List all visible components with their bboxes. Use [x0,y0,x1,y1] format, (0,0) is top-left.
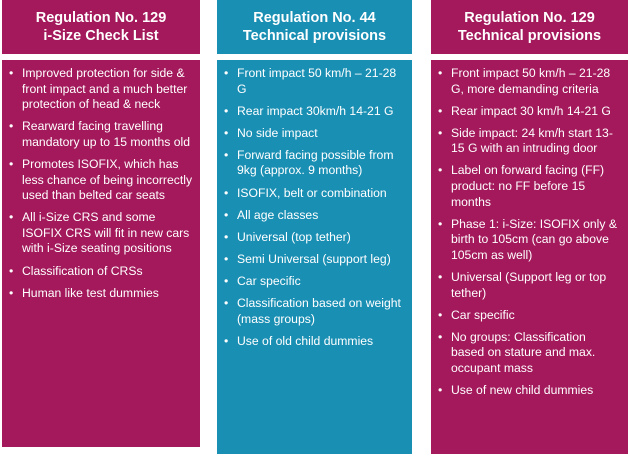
list-item: Front impact 50 km/h – 21-28 G, more dem… [438,66,622,97]
list-item: Classification of CRSs [9,264,194,280]
list-item: All age classes [224,208,406,224]
column-title-line2: Technical provisions [242,28,387,44]
list-item: No side impact [224,126,406,142]
list-item: Universal (Support leg or top tether) [438,270,622,301]
column-body: Improved protection for side & front imp… [2,60,200,447]
list-item: ISOFIX, belt or combination [224,186,406,202]
list-item: Classification based on weight (mass gro… [224,296,406,327]
column-r129-checklist: Regulation No. 129 i-Size Check List Imp… [2,0,200,460]
list-item: Promotes ISOFIX, which has less chance o… [9,157,194,204]
column-header: Regulation No. 129 i-Size Check List [2,0,200,54]
bullet-list: Improved protection for side & front imp… [2,66,200,301]
column-body: Front impact 50 km/h – 21-28 G, more dem… [431,60,628,454]
column-title-line1: Regulation No. 44 [253,10,376,26]
list-item: No groups: Classification based on statu… [438,330,622,377]
list-item: Label on forward facing (FF) product: no… [438,163,622,210]
column-header: Regulation No. 129 Technical provisions [431,0,628,54]
list-item: All i-Size CRS and some ISOFIX CRS will … [9,210,194,257]
list-item: Phase 1: i-Size: ISOFIX only & birth to … [438,217,622,264]
column-title-line1: Regulation No. 129 [464,10,595,26]
list-item: Front impact 50 km/h – 21-28 G [224,66,406,97]
list-item: Universal (top tether) [224,230,406,246]
list-item: Car specific [438,308,622,324]
list-item: Semi Universal (support leg) [224,252,406,268]
column-body: Front impact 50 km/h – 21-28 G Rear impa… [217,60,412,454]
column-r129-technical: Regulation No. 129 Technical provisions … [431,0,628,460]
list-item: Car specific [224,274,406,290]
list-item: Rear impact 30 km/h 14-21 G [438,104,622,120]
list-item: Use of old child dummies [224,334,406,350]
column-title-line1: Regulation No. 129 [35,10,167,26]
list-item: Rear impact 30km/h 14-21 G [224,104,406,120]
column-title-line2: i-Size Check List [43,28,159,44]
column-header: Regulation No. 44 Technical provisions [217,0,412,54]
bullet-list: Front impact 50 km/h – 21-28 G, more dem… [431,66,628,399]
column-r44-technical: Regulation No. 44 Technical provisions F… [217,0,412,460]
bullet-list: Front impact 50 km/h – 21-28 G Rear impa… [217,66,412,349]
column-title-line2: Technical provisions [457,28,602,44]
list-item: Use of new child dummies [438,383,622,399]
list-item: Rearward facing travelling mandatory up … [9,119,194,150]
list-item: Improved protection for side & front imp… [9,66,194,113]
list-item: Side impact: 24 km/h start 13-15 G with … [438,126,622,157]
list-item: Forward facing possible from 9kg (approx… [224,148,406,179]
list-item: Human like test dummies [9,286,194,302]
